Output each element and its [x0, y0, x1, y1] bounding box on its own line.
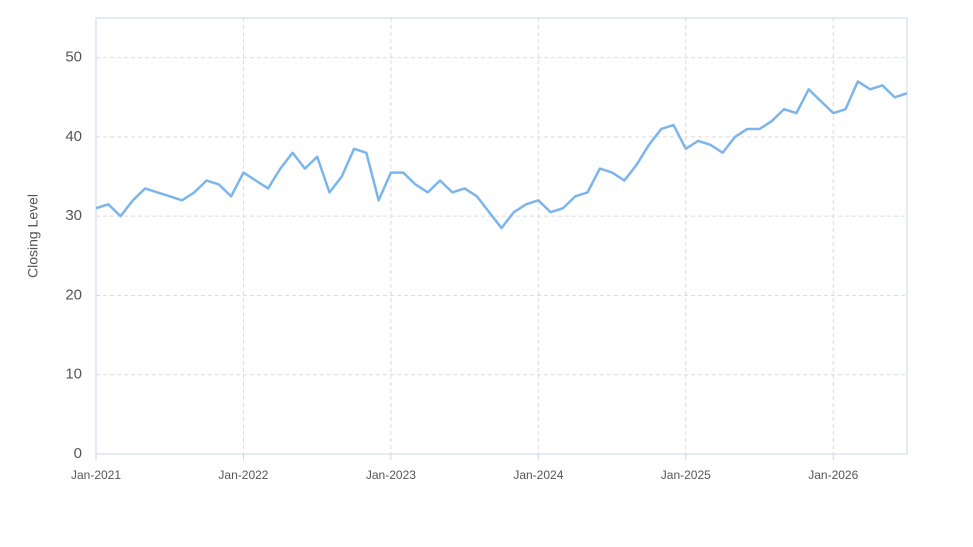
x-tick-label: Jan-2026: [808, 468, 858, 482]
y-tick-label: 40: [65, 128, 82, 145]
x-tick-label: Jan-2024: [513, 468, 563, 482]
y-tick-label: 0: [74, 445, 82, 462]
x-tick-label: Jan-2021: [71, 468, 121, 482]
x-tick-label: Jan-2023: [366, 468, 416, 482]
x-tick-label: Jan-2025: [661, 468, 711, 482]
y-tick-label: 50: [65, 49, 82, 66]
y-tick-label: 30: [65, 207, 82, 224]
line: [95, 80, 908, 230]
y-tick-label: 10: [65, 366, 82, 383]
x-tick-label: Jan-2022: [218, 468, 268, 482]
y-axis-label: Closing Level: [25, 194, 41, 278]
y-tick-label: 20: [65, 286, 82, 303]
plot-border: [95, 17, 908, 455]
